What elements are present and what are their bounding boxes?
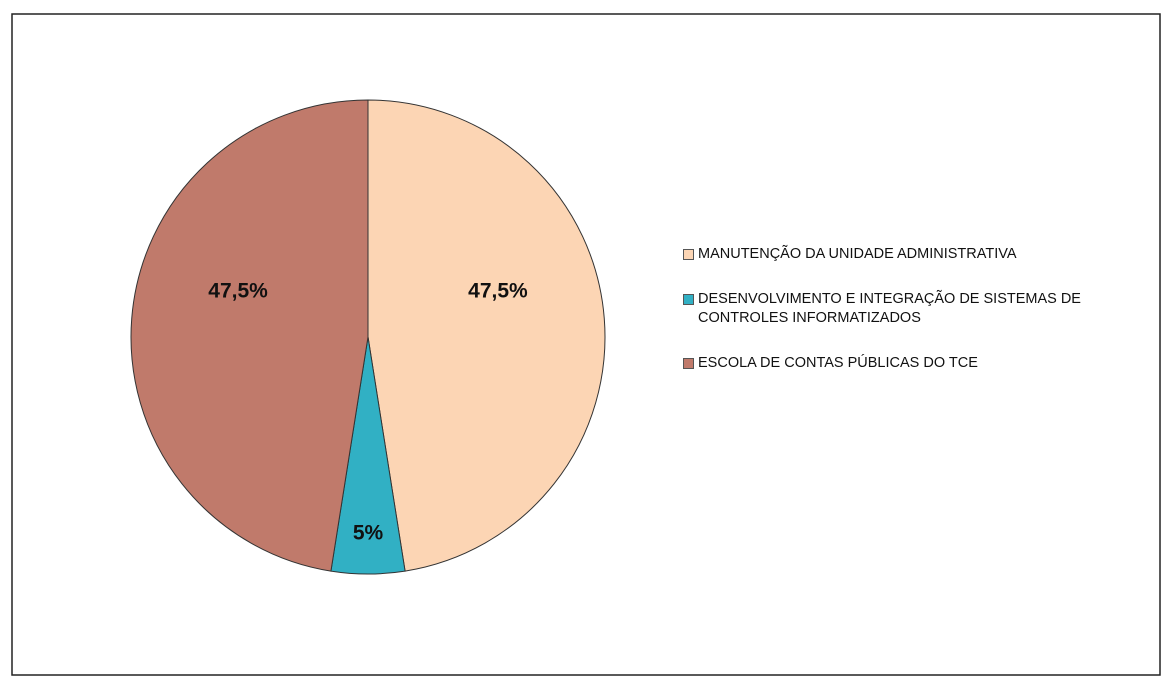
legend-swatch bbox=[683, 294, 694, 305]
legend-label: MANUTENÇÃO DA UNIDADE ADMINISTRATIVA bbox=[698, 246, 1017, 262]
slice-label: 47,5% bbox=[208, 279, 268, 302]
legend-label: ESCOLA DE CONTAS PÚBLICAS DO TCE bbox=[698, 355, 978, 371]
legend: MANUTENÇÃO DA UNIDADE ADMINISTRATIVA DESE… bbox=[683, 245, 1153, 399]
pie-slice bbox=[130, 99, 369, 572]
legend-swatch bbox=[683, 249, 694, 260]
legend-label: DESENVOLVIMENTO E INTEGRAÇÃO DE SISTEMAS… bbox=[698, 291, 1081, 326]
slice-label: 5% bbox=[353, 521, 384, 544]
legend-item: ESCOLA DE CONTAS PÚBLICAS DO TCE bbox=[683, 354, 1153, 373]
legend-item: DESENVOLVIMENTO E INTEGRAÇÃO DE SISTEMAS… bbox=[683, 290, 1153, 328]
pie: 47,5% 5% 47,5% bbox=[130, 99, 606, 575]
pie-slice bbox=[367, 99, 606, 572]
legend-swatch bbox=[683, 358, 694, 369]
slice-label: 47,5% bbox=[468, 279, 528, 302]
legend-item: MANUTENÇÃO DA UNIDADE ADMINISTRATIVA bbox=[683, 245, 1153, 264]
chart-frame bbox=[11, 13, 1161, 676]
